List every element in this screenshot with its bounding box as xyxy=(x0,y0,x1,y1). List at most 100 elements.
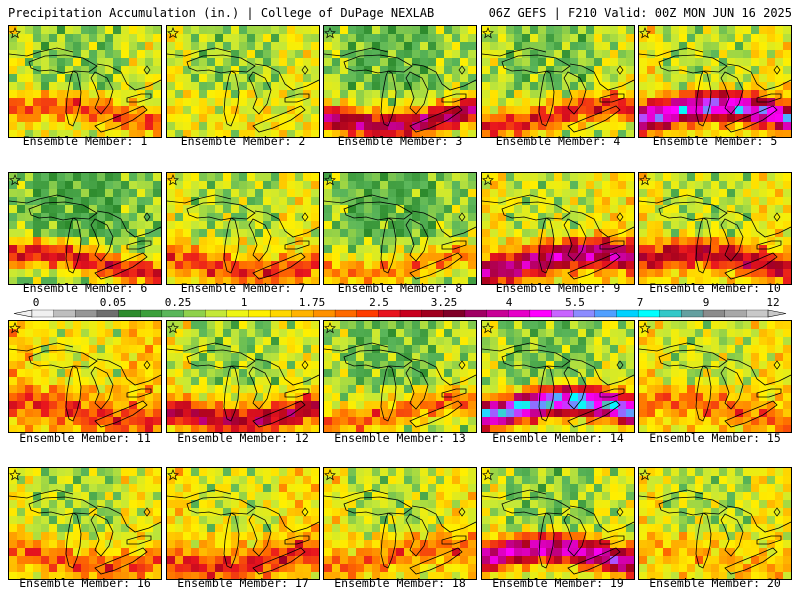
colorbar-swatch xyxy=(616,309,639,318)
diamond-marker-icon xyxy=(773,65,781,75)
ensemble-member-label: Ensemble Member: 5 xyxy=(652,134,778,148)
great-lakes-outline xyxy=(324,489,476,575)
ensemble-member-label: Ensemble Member: 10 xyxy=(649,281,781,295)
colorbar-swatch xyxy=(356,309,379,318)
ensemble-panel-1 xyxy=(8,25,162,138)
colorbar-swatch xyxy=(551,309,574,318)
colorbar-swatch xyxy=(205,309,228,318)
diamond-marker-icon xyxy=(143,360,151,370)
precip-map-20 xyxy=(639,468,791,579)
colorbar-swatch xyxy=(313,309,336,318)
star-marker-icon xyxy=(167,469,179,481)
colorbar-swatch xyxy=(486,309,509,318)
colorbar-swatch xyxy=(681,309,704,318)
precip-map-19 xyxy=(482,468,634,579)
star-marker-icon xyxy=(9,27,21,39)
precip-field xyxy=(167,26,319,137)
colorbar-swatch xyxy=(118,309,141,318)
ensemble-panel-14 xyxy=(481,320,635,433)
star-marker-icon xyxy=(639,322,651,334)
star-marker-icon xyxy=(167,322,179,334)
precip-field xyxy=(482,321,634,432)
precip-map-14 xyxy=(482,321,634,432)
star-marker-icon xyxy=(482,174,494,186)
ensemble-panel-8 xyxy=(323,172,477,285)
ensemble-member-label: Ensemble Member: 18 xyxy=(334,576,466,590)
ensemble-panel-4 xyxy=(481,25,635,138)
great-lakes-outline xyxy=(639,342,791,428)
diamond-marker-icon xyxy=(616,507,624,517)
precip-map-4 xyxy=(482,26,634,137)
ensemble-member-label: Ensemble Member: 13 xyxy=(334,431,466,445)
ensemble-panel-19 xyxy=(481,467,635,580)
precip-field xyxy=(167,173,319,284)
diamond-marker-icon xyxy=(458,360,466,370)
ensemble-panel-13 xyxy=(323,320,477,433)
great-lakes-outline xyxy=(167,47,319,133)
precip-map-5 xyxy=(639,26,791,137)
colorbar-tick-label: 7 xyxy=(637,296,644,309)
colorbar-swatch xyxy=(378,309,401,318)
colorbar-swatch xyxy=(594,309,617,318)
star-marker-icon xyxy=(639,174,651,186)
colorbar-swatch xyxy=(702,309,726,318)
colorbar-swatch xyxy=(161,309,184,318)
colorbar-swatch xyxy=(529,309,552,318)
great-lakes-outline xyxy=(167,194,319,280)
precip-field xyxy=(324,173,476,284)
great-lakes-outline xyxy=(482,194,634,280)
star-marker-icon xyxy=(167,27,179,39)
great-lakes-outline xyxy=(639,194,791,280)
colorbar-swatch xyxy=(31,309,55,318)
star-marker-icon xyxy=(167,174,179,186)
precip-map-7 xyxy=(167,173,319,284)
diamond-marker-icon xyxy=(143,507,151,517)
ensemble-member-label: Ensemble Member: 12 xyxy=(177,431,309,445)
ensemble-member-label: Ensemble Member: 15 xyxy=(649,431,781,445)
ensemble-panel-3 xyxy=(323,25,477,138)
ensemble-member-label: Ensemble Member: 9 xyxy=(495,281,621,295)
colorbar-swatch xyxy=(140,309,163,318)
model-run-info: 06Z GEFS | F210 Valid: 00Z MON JUN 16 20… xyxy=(488,6,792,20)
great-lakes-outline xyxy=(324,194,476,280)
precip-field xyxy=(9,468,161,579)
ensemble-member-label: Ensemble Member: 7 xyxy=(180,281,306,295)
great-lakes-outline xyxy=(167,342,319,428)
precip-map-15 xyxy=(639,321,791,432)
ensemble-panel-6 xyxy=(8,172,162,285)
ensemble-panel-20 xyxy=(638,467,792,580)
star-marker-icon xyxy=(482,27,494,39)
colorbar-max-arrow xyxy=(767,309,787,318)
colorbar-tick-label: 4 xyxy=(506,296,513,309)
great-lakes-outline xyxy=(639,47,791,133)
great-lakes-outline xyxy=(9,47,161,133)
precip-map-2 xyxy=(167,26,319,137)
precip-field xyxy=(482,26,634,137)
ensemble-panel-17 xyxy=(166,467,320,580)
ensemble-panel-12 xyxy=(166,320,320,433)
precip-map-18 xyxy=(324,468,476,579)
map-title: Precipitation Accumulation (in.) | Colle… xyxy=(8,6,435,20)
star-marker-icon xyxy=(9,174,21,186)
diamond-marker-icon xyxy=(458,212,466,222)
ensemble-member-label: Ensemble Member: 8 xyxy=(337,281,463,295)
ensemble-panel-16 xyxy=(8,467,162,580)
ensemble-member-label: Ensemble Member: 20 xyxy=(649,576,781,590)
colorbar-swatch xyxy=(464,309,488,318)
great-lakes-outline xyxy=(482,342,634,428)
colorbar-tick-label: 1.75 xyxy=(299,296,326,309)
diamond-marker-icon xyxy=(301,212,309,222)
ensemble-member-label: Ensemble Member: 1 xyxy=(22,134,148,148)
ensemble-panel-7 xyxy=(166,172,320,285)
ensemble-member-label: Ensemble Member: 3 xyxy=(337,134,463,148)
diamond-marker-icon xyxy=(458,65,466,75)
precip-field xyxy=(324,468,476,579)
diamond-marker-icon xyxy=(616,360,624,370)
precip-field xyxy=(9,26,161,137)
colorbar-swatch xyxy=(746,309,769,318)
colorbar-swatch xyxy=(443,309,466,318)
ensemble-panel-10 xyxy=(638,172,792,285)
precip-field xyxy=(639,468,791,579)
precip-map-6 xyxy=(9,173,161,284)
colorbar-swatch xyxy=(53,309,76,318)
